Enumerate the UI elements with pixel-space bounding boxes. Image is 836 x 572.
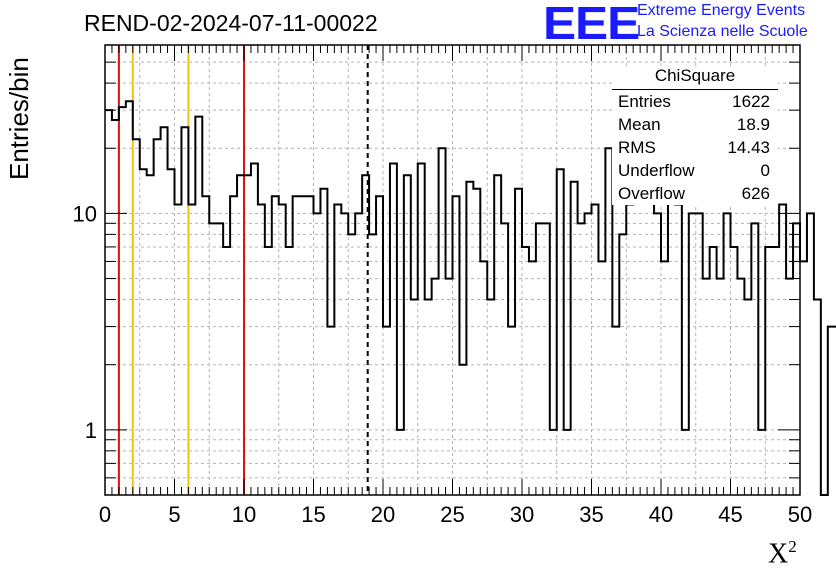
- x-tick-label: 45: [718, 502, 742, 527]
- x-tick-label: 20: [371, 502, 395, 527]
- chart-title: REND-02-2024-07-11-00022: [84, 10, 378, 36]
- stats-row-mean: Mean 18.9: [612, 113, 778, 136]
- stats-value: 14.43: [727, 138, 770, 157]
- stats-label: Overflow: [618, 184, 686, 203]
- stats-row-overflow: Overflow 626: [612, 182, 778, 205]
- stats-label: RMS: [618, 138, 656, 157]
- stats-value: 1622: [732, 92, 770, 111]
- logo-line-1: Extreme Energy Events: [637, 2, 806, 19]
- stats-row-entries: Entries 1622: [612, 90, 778, 113]
- reference-lines: [117, 45, 369, 495]
- axis-ticks: [104, 45, 801, 496]
- x-tick-label: 40: [649, 502, 673, 527]
- stats-value: 18.9: [736, 115, 770, 134]
- y-tick-label: 1: [85, 418, 97, 443]
- stats-box: ChiSquare Entries 1622 Mean 18.9 RMS 14.…: [612, 66, 778, 205]
- y-tick-label: 10: [73, 201, 97, 226]
- x-axis-label-exponent: 2: [788, 537, 797, 556]
- x-axis-label-base: X: [768, 538, 789, 570]
- stats-value: 626: [741, 184, 770, 203]
- stats-title: ChiSquare: [612, 66, 778, 90]
- stats-row-rms: RMS 14.43: [612, 136, 778, 159]
- stats-row-underflow: Underflow 0: [612, 159, 778, 182]
- x-tick-label: 25: [440, 502, 464, 527]
- x-axis-label: X2: [768, 537, 797, 570]
- x-tick-label: 10: [232, 502, 256, 527]
- y-axis-label: Entries/bin: [4, 57, 34, 180]
- stats-label: Entries: [618, 92, 671, 111]
- x-tick-label: 0: [99, 502, 111, 527]
- logo-line-2: La Scienza nelle Scuole: [637, 23, 808, 40]
- histogram-outline: [105, 100, 836, 496]
- eee-logo: EEE: [543, 0, 640, 49]
- x-tick-label: 15: [301, 502, 325, 527]
- stats-label: Mean: [618, 115, 661, 134]
- stats-label: Underflow: [618, 161, 695, 180]
- x-tick-label: 50: [788, 502, 812, 527]
- stats-value: 0: [760, 161, 770, 180]
- tick-labels: 0 5 10 15 20 25 30 35 40 45 50 1 10: [73, 201, 813, 527]
- x-tick-label: 5: [168, 502, 180, 527]
- x-tick-label: 35: [579, 502, 603, 527]
- x-tick-label: 30: [510, 502, 534, 527]
